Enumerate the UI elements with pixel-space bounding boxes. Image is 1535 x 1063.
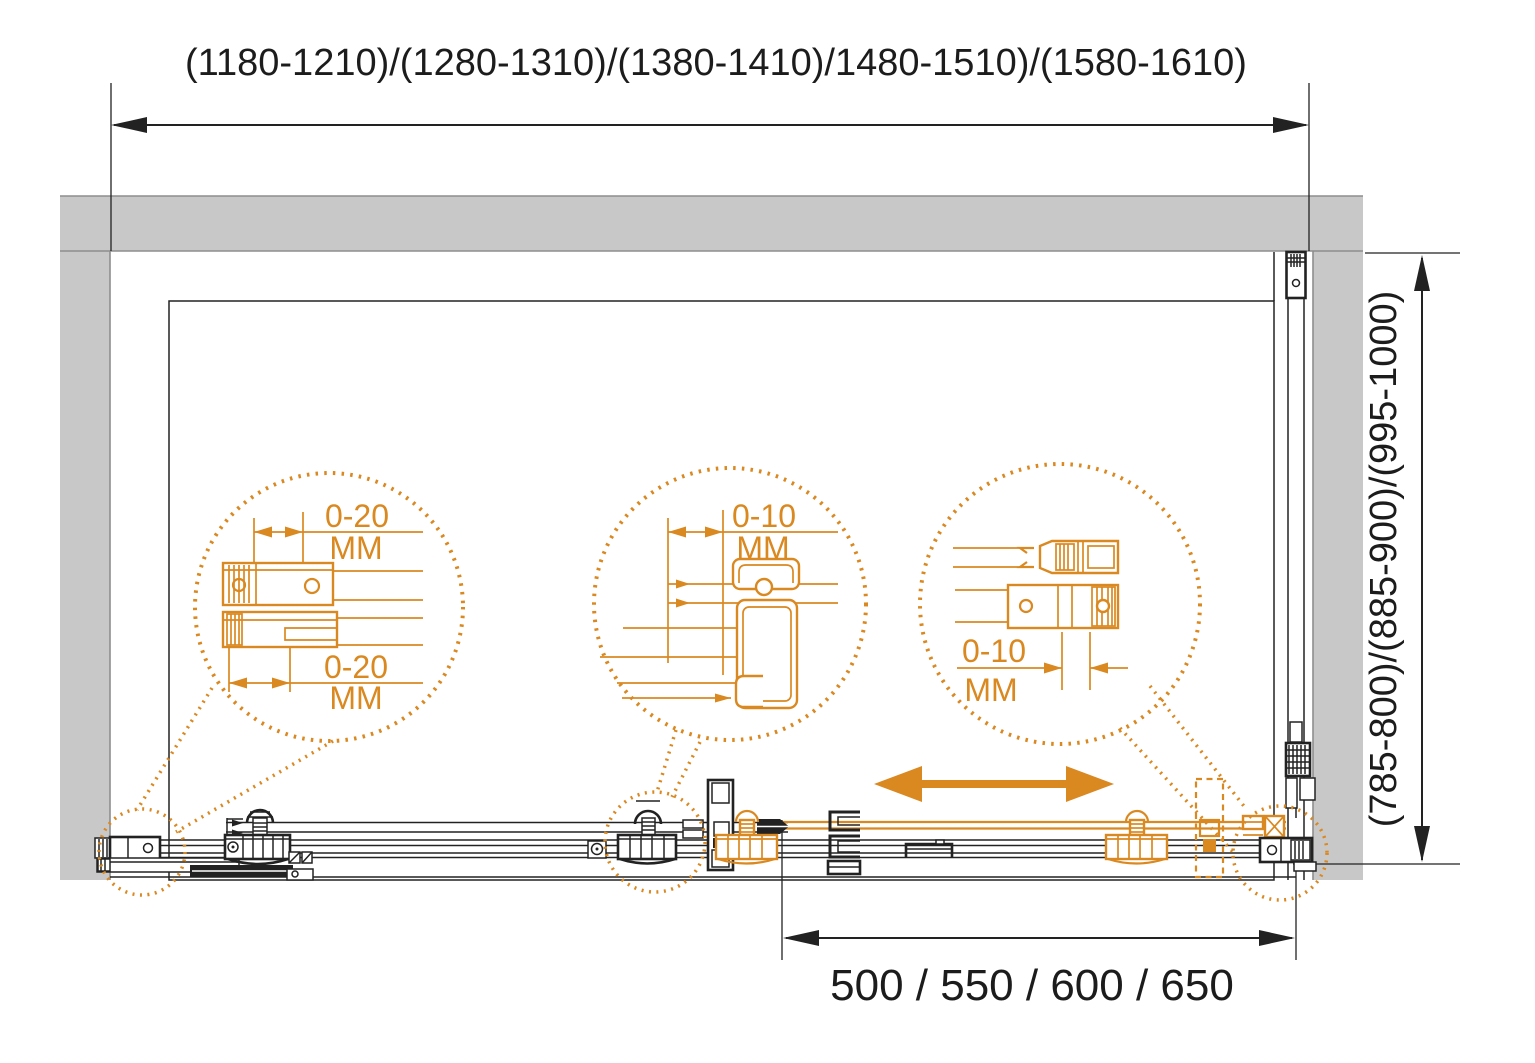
- right-wall-profile: [1285, 250, 1307, 880]
- callout-left: 0-20 MM 0-20 MM: [97, 471, 465, 897]
- callout-right: 0-10 MM: [603, 462, 1329, 902]
- door-end-ghost: [1241, 814, 1286, 839]
- callout-left-top-value: 0-20: [325, 498, 389, 534]
- middle-roller-carriage: [587, 800, 704, 865]
- glass-holder-clamp: [826, 810, 862, 876]
- top-width-label: (1180-1210)/(1280-1310)/(1380-1410)/1480…: [185, 42, 1247, 84]
- guide-clamp: [904, 839, 954, 858]
- left-roller-carriage: [223, 808, 292, 866]
- door-stopper: [757, 819, 789, 834]
- profile-hatch: [1287, 254, 1305, 267]
- door-edge-profile-ghost: [1194, 777, 1225, 879]
- slide-direction-arrow: [874, 766, 1114, 802]
- callout-middle: 0-10 MM: [592, 466, 868, 798]
- side-depth-dimension: (785-800)/(885-900)/(995-1000): [1293, 252, 1460, 865]
- panel-clamp-small: [286, 851, 314, 881]
- callout-left-bottom-unit: MM: [329, 680, 382, 716]
- callout-left-bottom-value: 0-20: [324, 649, 388, 685]
- left-wall-bracket: [94, 818, 293, 877]
- corner-hatch: [1287, 745, 1309, 774]
- door-width-dimension: 500 / 550 / 600 / 650: [781, 820, 1297, 1010]
- right-roller-ghost: [1104, 809, 1169, 865]
- walls: [60, 195, 1363, 880]
- callout-left-top-unit: MM: [329, 530, 382, 566]
- side-depth-label: (785-800)/(885-900)/(995-1000): [1363, 291, 1405, 828]
- enclosure-outline: [168, 252, 1275, 881]
- callout-middle-value: 0-10: [732, 498, 796, 534]
- door-width-label: 500 / 550 / 600 / 650: [830, 961, 1234, 1010]
- top-width-dimension: (1180-1210)/(1280-1310)/(1380-1410)/1480…: [110, 42, 1310, 251]
- right-corner-assembly: [1241, 721, 1317, 872]
- callout-right-value: 0-10: [962, 633, 1026, 669]
- middle-roller-ghost: [714, 809, 779, 865]
- callout-right-unit: MM: [964, 672, 1017, 708]
